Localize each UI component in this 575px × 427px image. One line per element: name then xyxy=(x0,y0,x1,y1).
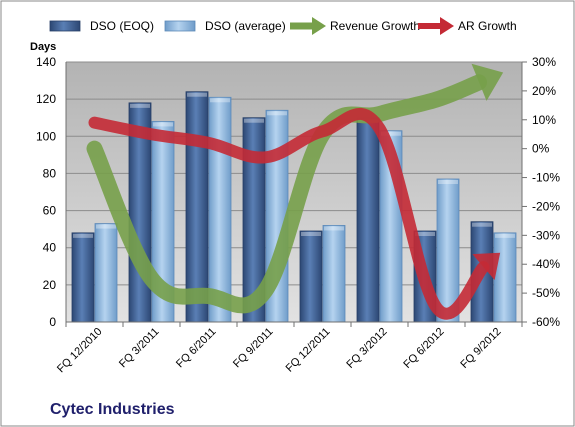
legend: DSO (EOQ) DSO (average) Revenue Growth AR G… xyxy=(49,17,517,35)
right-tick-label: 0% xyxy=(532,142,550,156)
right-tick-label: 20% xyxy=(532,84,556,98)
right-tick-label: -40% xyxy=(532,257,560,271)
right-tick-label: -10% xyxy=(532,171,560,185)
left-tick-label: 60 xyxy=(43,204,57,218)
legend-label: DSO (EOQ) xyxy=(90,19,154,33)
bar-highlight xyxy=(153,122,173,127)
bar-highlight xyxy=(495,233,515,238)
left-tick-label: 140 xyxy=(36,55,56,69)
ar-growth-arrowhead xyxy=(472,252,501,280)
left-tick-label: 80 xyxy=(43,166,57,180)
bar-highlight xyxy=(244,118,264,123)
growth-lines xyxy=(86,63,504,320)
bar-highlight xyxy=(301,232,321,236)
bar-highlight xyxy=(381,131,401,136)
left-tick-label: 0 xyxy=(49,315,56,329)
ar-growth-line xyxy=(88,108,490,320)
legend-swatch-arrowhead xyxy=(440,17,454,35)
bar-highlight xyxy=(187,92,207,97)
legend-label: Revenue Growth xyxy=(330,19,420,33)
left-tick-label: 120 xyxy=(36,92,56,106)
left-axis-label: Days xyxy=(30,41,56,53)
right-tick-label: -60% xyxy=(532,315,560,329)
bar-dso-average xyxy=(94,223,118,323)
right-tick-label: 10% xyxy=(532,113,556,127)
legend-swatch xyxy=(164,20,196,32)
right-tick-label: -30% xyxy=(532,228,560,242)
revenue-growth-arrowhead xyxy=(471,63,504,101)
bar-dso-eoq xyxy=(71,232,95,323)
legend-swatch xyxy=(49,20,81,32)
left-tick-label: 100 xyxy=(36,129,56,143)
company-name: Cytec Industries xyxy=(50,401,175,418)
bar-dso-average xyxy=(322,225,346,323)
legend-swatch-arrowhead xyxy=(312,17,326,35)
bar-highlight xyxy=(96,224,116,229)
bar-highlight xyxy=(472,222,492,227)
revenue-growth-line xyxy=(86,74,488,314)
right-tick-label: -20% xyxy=(532,199,560,213)
left-tick-label: 40 xyxy=(43,241,57,255)
left-tick-label: 20 xyxy=(43,278,57,292)
bar-highlight xyxy=(438,180,458,184)
bar-dso-eoq xyxy=(299,230,323,323)
bar-highlight xyxy=(267,111,287,116)
bar-highlight xyxy=(324,226,344,231)
bar-highlight xyxy=(73,233,93,238)
bar-highlight xyxy=(130,103,150,108)
bar-dso-eoq xyxy=(185,91,209,323)
bar-dso-average xyxy=(208,96,232,323)
bar-highlight xyxy=(415,232,435,236)
bar-dso-average xyxy=(493,232,517,323)
legend-label: AR Growth xyxy=(458,19,517,33)
bar-highlight xyxy=(210,98,230,103)
right-tick-label: 30% xyxy=(532,55,556,69)
bar-dso-eoq xyxy=(356,117,380,323)
legend-label: DSO (average) xyxy=(205,19,286,33)
right-tick-label: -50% xyxy=(532,286,560,300)
